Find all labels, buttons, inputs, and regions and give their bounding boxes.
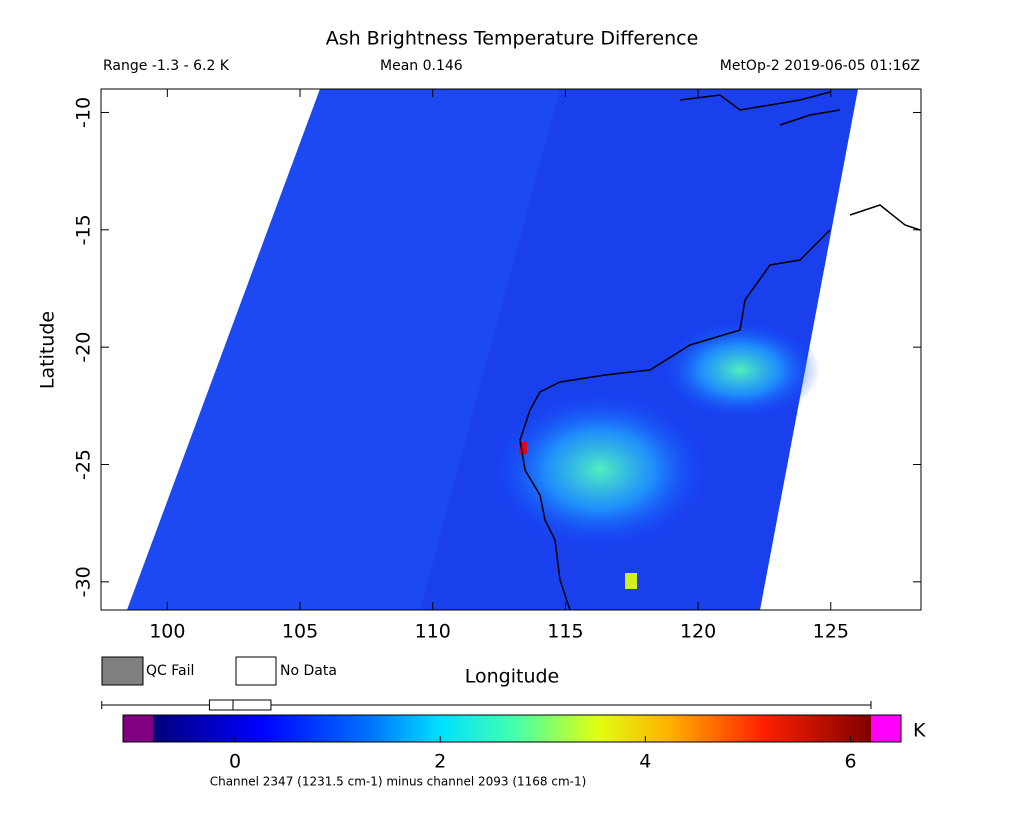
- x-tick-label: 125: [813, 621, 849, 643]
- no-data-swatch: [235, 656, 277, 686]
- warm-area: [490, 390, 710, 550]
- y-tick-label: -10: [73, 97, 95, 128]
- hot-pixel: [625, 573, 637, 589]
- coastline: [519, 91, 921, 610]
- under-color: [123, 715, 153, 742]
- y-tick-label: -20: [73, 332, 95, 363]
- x-tick-label: 120: [680, 621, 716, 643]
- warm-area: [660, 320, 820, 420]
- qc-fail-label: QC Fail: [146, 663, 194, 679]
- plot-frame: [100, 88, 922, 611]
- colorbar: [153, 715, 871, 742]
- y-tick-label: -25: [73, 449, 95, 480]
- swath-band: [127, 89, 560, 610]
- mean: Mean 0.146: [380, 58, 463, 74]
- title: Ash Brightness Temperature Difference: [326, 28, 699, 50]
- range: Range -1.3 - 6.2 K: [103, 58, 230, 74]
- y-axis-label: Latitude: [37, 311, 59, 389]
- swath: [127, 89, 921, 610]
- colorbar-tick-label: 4: [639, 751, 651, 773]
- qc-fail-swatch: [101, 656, 144, 686]
- colorbar-frame: [122, 714, 902, 743]
- colorbar-unit: K: [913, 720, 926, 742]
- footnote: Channel 2347 (1231.5 cm-1) minus channel…: [210, 775, 587, 789]
- no-data-label: No Data: [280, 663, 337, 679]
- iqr-box: [208, 699, 272, 711]
- x-tick-label: 115: [547, 621, 583, 643]
- colorbar-tick-label: 6: [844, 751, 856, 773]
- over-color: [871, 715, 901, 742]
- x-axis-label: Longitude: [465, 666, 560, 688]
- colorbar-tick-label: 2: [434, 751, 446, 773]
- x-tick-label: 110: [415, 621, 451, 643]
- colorbar-tick-label: 0: [229, 751, 241, 773]
- x-tick-label: 100: [149, 621, 185, 643]
- hot-pixel: [519, 442, 527, 454]
- y-tick-label: -15: [73, 214, 95, 245]
- y-tick-label: -30: [73, 566, 95, 597]
- x-tick-label: 105: [282, 621, 318, 643]
- source: MetOp-2 2019-06-05 01:16Z: [720, 58, 920, 74]
